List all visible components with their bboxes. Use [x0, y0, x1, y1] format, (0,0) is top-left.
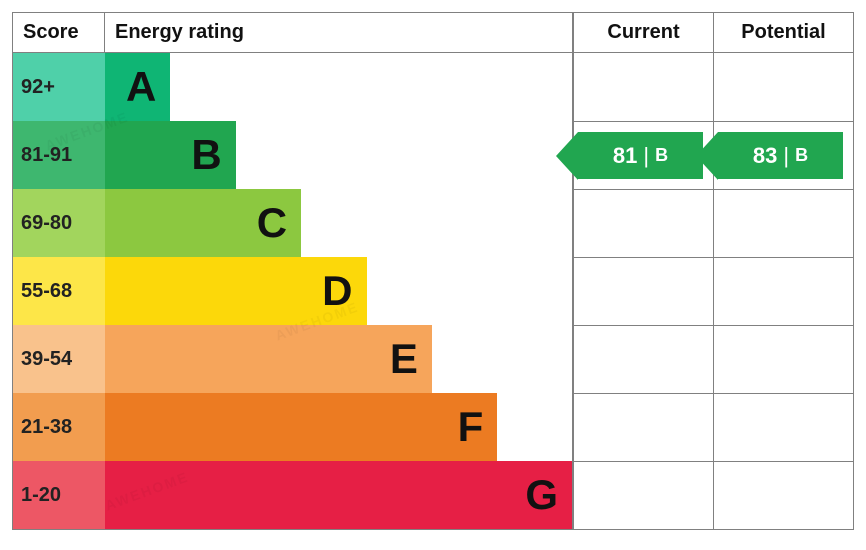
potential-cell [713, 189, 853, 257]
band-row-f: 21-38 F [13, 393, 853, 461]
rating-letter: C [257, 199, 287, 247]
score-range: 39-54 [13, 325, 105, 393]
bar-area: F [105, 393, 573, 461]
bar-area: G [105, 461, 573, 529]
potential-cell [713, 53, 853, 121]
current-badge: 81| B [578, 132, 703, 179]
header-potential: Potential [713, 13, 853, 52]
header-row: Score Energy rating Current Potential [13, 13, 853, 53]
separator: | [783, 143, 789, 169]
score-range: 69-80 [13, 189, 105, 257]
band-row-c: 69-80 C [13, 189, 853, 257]
separator: | [643, 143, 649, 169]
current-cell [573, 393, 713, 461]
current-value: 81 [613, 143, 637, 169]
header-current: Current [573, 13, 713, 52]
rating-letter: A [126, 63, 156, 111]
current-cell [573, 189, 713, 257]
band-row-d: 55-68 D [13, 257, 853, 325]
band-row-a: 92+ A [13, 53, 853, 121]
current-cell [573, 257, 713, 325]
epc-chart: Score Energy rating Current Potential 92… [12, 12, 854, 530]
rating-bar-a: A [105, 53, 170, 121]
score-range: 81-91 [13, 121, 105, 189]
rating-letter: E [390, 335, 418, 383]
score-range: 21-38 [13, 393, 105, 461]
potential-cell [713, 393, 853, 461]
bar-area: C [105, 189, 573, 257]
bar-area: A [105, 53, 573, 121]
band-row-b: 81-91B81|B83|B [13, 121, 853, 189]
rating-letter: F [458, 403, 484, 451]
band-row-e: 39-54 E [13, 325, 853, 393]
rating-letter: G [525, 471, 558, 519]
potential-cell [713, 461, 853, 529]
bar-area: D [105, 257, 573, 325]
header-rating: Energy rating [105, 13, 573, 52]
rating-letter: D [322, 267, 352, 315]
potential-value: 83 [753, 143, 777, 169]
bar-area: E [105, 325, 573, 393]
header-score: Score [13, 13, 105, 52]
rating-bar-c: C [105, 189, 301, 257]
bar-area: B [105, 121, 573, 189]
score-range: 55-68 [13, 257, 105, 325]
band-row-g: 1-20 G [13, 461, 853, 529]
current-band: B [655, 145, 668, 166]
potential-cell [713, 325, 853, 393]
rating-bar-g: G [105, 461, 572, 529]
current-cell [573, 461, 713, 529]
current-cell: 81| B [573, 121, 713, 189]
current-cell [573, 325, 713, 393]
potential-cell: 83| B [713, 121, 853, 189]
potential-band: B [795, 145, 808, 166]
potential-badge: 83| B [718, 132, 843, 179]
rating-bar-e: E [105, 325, 432, 393]
current-cell [573, 53, 713, 121]
rating-letter: B [191, 131, 221, 179]
potential-cell [713, 257, 853, 325]
score-range: 1-20 [13, 461, 105, 529]
rating-bar-b: B [105, 121, 236, 189]
rating-bar-f: F [105, 393, 497, 461]
score-range: 92+ [13, 53, 105, 121]
rating-bar-d: D [105, 257, 367, 325]
